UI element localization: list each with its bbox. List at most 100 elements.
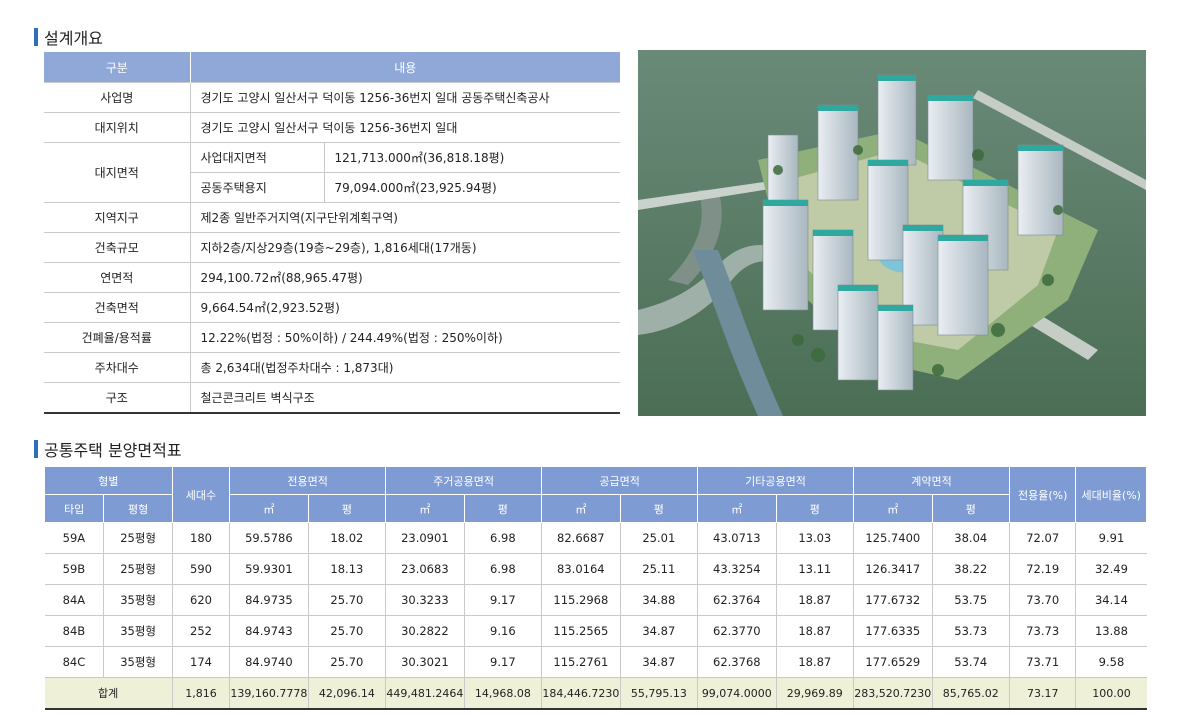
header-exclusive: 전용면적 [229,466,387,495]
total-hh: 1,816 [171,677,230,710]
cell-oth-m2: 43.3254 [697,553,777,585]
cell-ex-py: 25.70 [307,584,386,616]
cell-type: 84B [44,615,104,647]
cell-oth-py: 18.87 [775,584,854,616]
cell-con-py: 38.04 [931,522,1010,554]
cell-oth-py: 18.87 [775,646,854,678]
cell-res-py: 9.17 [463,584,542,616]
total-ex-rate: 73.17 [1008,677,1076,710]
row-value: 제2종 일반주거지역(지구단위계획구역) [189,202,620,233]
cell-ex-m2: 59.5786 [229,522,309,554]
row-site-area-2: 공동주택용지 79,094.000㎡(23,925.94평) [44,172,620,203]
header-exclusive-ratio: 전용율(%) [1008,466,1077,523]
row-label: 건축규모 [44,232,190,263]
total-oth-py: 29,969.89 [775,677,854,710]
cell-ex-rate: 73.70 [1008,584,1076,616]
cell-con-m2: 177.6529 [853,646,933,678]
cell-type: 84A [44,584,104,616]
total-ex-py: 42,096.14 [307,677,386,710]
row-label: 주차대수 [44,352,190,383]
sub-label: 사업대지면적 [189,142,324,173]
cell-ex-py: 25.70 [307,646,386,678]
cell-ex-rate: 73.73 [1008,615,1076,647]
cell-con-py: 53.74 [931,646,1010,678]
cell-ex-m2: 84.9743 [229,615,309,647]
sub-value: 121,713.000㎡(36,818.18평) [323,142,620,173]
cell-ex-m2: 59.9301 [229,553,309,585]
row-label: 사업명 [44,82,190,113]
cell-oth-py: 13.03 [775,522,854,554]
header-household-ratio: 세대비율(%) [1075,466,1147,523]
cell-ex-py: 18.02 [307,522,386,554]
cell-hh: 590 [171,553,230,585]
cell-hh-rate: 9.58 [1075,646,1147,678]
row-value: 9,664.54㎡(2,923.52평) [189,292,620,323]
unit-m2: ㎡ [697,494,777,523]
cell-type: 84C [44,646,104,678]
cell-con-m2: 125.7400 [853,522,933,554]
cell-oth-m2: 62.3770 [697,615,777,647]
area-header-row-1: 형별 세대수 전용면적 주거공용면적 공급면적 기타공용면적 계약면적 전용율(… [44,466,1147,523]
total-con-m2: 283,520.7230 [853,677,933,710]
cell-sup-m2: 115.2565 [541,615,621,647]
cell-size: 35평형 [103,646,173,678]
unit-m2: ㎡ [853,494,933,523]
sub-value: 79,094.000㎡(23,925.94평) [323,172,620,203]
row-ratio: 건폐율/용적률 12.22%(법정 : 50%이하) / 244.49%(법정 … [44,322,620,353]
cell-hh-rate: 13.88 [1075,615,1147,647]
row-parking: 주차대수 총 2,634대(법정주차대수 : 1,873대) [44,352,620,383]
cell-hh: 174 [171,646,230,678]
cell-con-m2: 177.6335 [853,615,933,647]
cell-hh: 180 [171,522,230,554]
area-section-title: 공통주택 분양면적표 [34,437,182,461]
header-contract: 계약면적 [853,466,1010,495]
unit-m2: ㎡ [385,494,465,523]
total-ex-m2: 139,160.7778 [229,677,309,710]
total-label: 합계 [44,677,173,710]
cell-oth-m2: 62.3768 [697,646,777,678]
cell-oth-m2: 43.0713 [697,522,777,554]
cell-res-m2: 30.3021 [385,646,465,678]
cell-sup-py: 34.88 [619,584,698,616]
header-pyeong-type: 평형 [103,494,173,523]
title-marker [34,440,38,458]
row-business: 사업명 경기도 고양시 일산서구 덕이동 1256-36번지 일대 공동주택신축… [44,82,620,113]
cell-res-py: 6.98 [463,553,542,585]
sub-label: 공동주택용지 [189,172,324,203]
cell-ex-m2: 84.9740 [229,646,309,678]
header-type-group: 형별 [44,466,173,495]
row-value: 경기도 고양시 일산서구 덕이동 1256-36번지 일대 공동주택신축공사 [189,82,620,113]
table-row: 59A 25평형 180 59.5786 18.02 23.0901 6.98 82.6687… [44,522,1147,554]
cell-hh: 252 [171,615,230,647]
cell-ex-rate: 72.07 [1008,522,1076,554]
cell-res-py: 9.16 [463,615,542,647]
area-title-text: 공통주택 분양면적표 [44,441,182,460]
cell-ex-rate: 73.71 [1008,646,1076,678]
cell-oth-py: 18.87 [775,615,854,647]
total-row: 합계 1,816 139,160.7778 42,096.14 449,481.2464… [44,677,1147,710]
cell-res-m2: 23.0901 [385,522,465,554]
total-res-py: 14,968.08 [463,677,542,710]
row-label: 연면적 [44,262,190,293]
unit-pyeong: 평 [463,494,543,523]
cell-size: 25평형 [103,522,173,554]
row-label: 구조 [44,382,190,414]
title-marker [34,28,38,46]
table-row: 84A 35평형 620 84.9735 25.70 30.3233 9.17 115.296… [44,584,1147,616]
row-scale: 건축규모 지하2층/지상29층(19층~29층), 1,816세대(17개동) [44,232,620,263]
cell-ex-m2: 84.9735 [229,584,309,616]
row-value: 294,100.72㎡(88,965.47평) [189,262,620,293]
unit-m2: ㎡ [229,494,309,523]
cell-res-m2: 30.2822 [385,615,465,647]
cell-oth-py: 13.11 [775,553,854,585]
row-value: 철근콘크리트 벽식구조 [189,382,620,414]
cell-sup-m2: 82.6687 [541,522,621,554]
sale-area-table: 형별 세대수 전용면적 주거공용면적 공급면적 기타공용면적 계약면적 전용율(… [43,466,1147,710]
row-zone: 지역지구 제2종 일반주거지역(지구단위계획구역) [44,202,620,233]
total-hh-rate: 100.00 [1075,677,1147,710]
unit-pyeong: 평 [307,494,387,523]
cell-type: 59A [44,522,104,554]
header-type: 타입 [43,494,105,523]
area-table-body: 59A 25평형 180 59.5786 18.02 23.0901 6.98 82.6687… [44,522,1147,710]
row-building-area: 건축면적 9,664.54㎡(2,923.52평) [44,292,620,323]
